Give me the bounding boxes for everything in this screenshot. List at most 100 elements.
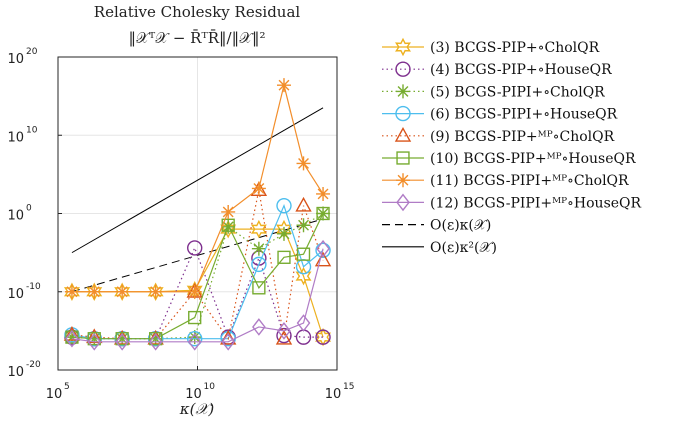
data-point <box>277 322 291 340</box>
series-group <box>65 206 330 346</box>
data-point <box>188 310 202 325</box>
data-point <box>87 284 102 299</box>
y-tick-label: 10 <box>7 52 24 67</box>
data-point <box>316 239 330 258</box>
data-point <box>394 127 412 142</box>
data-point <box>296 218 311 233</box>
data-point <box>251 181 266 196</box>
reference-line <box>71 218 324 293</box>
legend-label: (3) BCGS-PIP+∘CholQR <box>430 40 600 56</box>
data-point <box>187 330 202 345</box>
legend-label: O(ε)κ²(𝒳) <box>430 240 497 256</box>
data-point <box>187 240 203 256</box>
data-point <box>295 266 312 286</box>
data-point <box>251 256 267 273</box>
y-tick-label: 10 <box>7 209 24 224</box>
series-lines <box>63 78 332 351</box>
data-point <box>64 284 79 299</box>
data-point <box>63 325 81 341</box>
data-point <box>316 206 330 221</box>
data-point <box>147 282 164 301</box>
series-group <box>64 78 331 299</box>
legend-label: O(ε)κ(𝒳) <box>430 218 491 234</box>
y-tick-label: 10 <box>7 365 24 380</box>
series-group <box>65 239 330 351</box>
y-tick-exponent: 0 <box>26 204 32 214</box>
legend-label: (6) BCGS-PIPI+∘HouseQR <box>430 107 618 123</box>
legend-label: (11) BCGS-PIPI+ᴹᴾ∘CholQR <box>430 173 629 189</box>
series-line <box>71 189 324 341</box>
data-point <box>396 151 410 165</box>
data-point <box>252 318 266 336</box>
x-tick-exponent: 5 <box>64 382 70 392</box>
x-tick-label: 10 <box>46 387 63 402</box>
chart-subtitle: ‖𝒳ᵀ𝒳 − R̄ᵀR̄‖/‖𝒳‖² <box>128 29 265 47</box>
data-point <box>396 84 410 99</box>
data-point <box>276 78 291 93</box>
data-point <box>148 332 163 346</box>
data-point <box>148 332 163 351</box>
x-tick-exponent: 10 <box>204 382 216 392</box>
data-point <box>63 282 80 301</box>
data-point <box>250 219 267 239</box>
data-point <box>114 282 131 301</box>
reference-line <box>71 107 324 254</box>
legend-label: (4) BCGS-PIP+∘HouseQR <box>430 62 612 78</box>
data-point <box>277 250 291 264</box>
data-point <box>275 329 293 345</box>
data-point <box>295 196 312 212</box>
data-point <box>220 219 237 239</box>
data-point <box>87 332 101 346</box>
data-point <box>315 329 331 345</box>
y-tick-exponent: 10 <box>26 125 38 135</box>
x-axis-label: κ(𝒳) <box>179 400 215 418</box>
y-tick-label: 10 <box>7 130 24 145</box>
data-point <box>395 37 411 57</box>
data-point <box>187 331 203 347</box>
x-tick-label: 10 <box>325 387 342 402</box>
data-point <box>396 193 410 212</box>
data-point <box>296 156 311 171</box>
y-tick-label: 10 <box>7 287 24 302</box>
series-line <box>71 248 324 343</box>
data-point <box>187 284 202 299</box>
data-point <box>221 332 236 351</box>
legend-label: (5) BCGS-PIPI+∘CholQR <box>430 84 605 100</box>
data-point <box>148 284 163 299</box>
legend-label: (12) BCGS-PIPI+ᴹᴾ∘HouseQR <box>430 195 642 211</box>
legend: (3) BCGS-PIP+∘CholQR (4) BCGS-PIP+∘HouseQ… <box>382 37 642 256</box>
x-tick-exponent: 15 <box>343 382 354 392</box>
data-point <box>276 327 292 344</box>
data-point <box>395 61 411 77</box>
data-point <box>316 186 331 201</box>
data-point <box>314 251 332 267</box>
data-point <box>395 105 411 122</box>
legend-label: (10) BCGS-PIP+ᴹᴾ∘HouseQR <box>430 151 636 167</box>
y-tick-exponent: -20 <box>26 360 41 370</box>
data-point <box>296 247 311 261</box>
y-tick-exponent: -10 <box>26 282 41 292</box>
x-tick-label: 10 <box>185 387 202 402</box>
data-point <box>276 226 291 241</box>
data-point <box>296 314 311 332</box>
series-line <box>71 85 324 293</box>
series-line <box>71 213 324 340</box>
data-point <box>115 332 130 351</box>
data-point <box>276 197 292 214</box>
data-point <box>65 329 79 348</box>
data-point <box>86 282 103 301</box>
legend-label: (9) BCGS-PIP+ᴹᴾ∘CholQR <box>430 129 615 145</box>
x-tick-labels: 10 5 10 10 10 15 <box>46 366 354 402</box>
data-point <box>87 332 102 351</box>
data-point <box>252 281 266 295</box>
data-point <box>221 204 236 219</box>
data-point <box>115 332 129 346</box>
data-point <box>251 241 266 256</box>
chart-title: Relative Cholesky Residual <box>94 3 301 21</box>
reference-lines <box>71 107 324 293</box>
data-point <box>115 284 130 299</box>
data-point <box>396 173 410 188</box>
